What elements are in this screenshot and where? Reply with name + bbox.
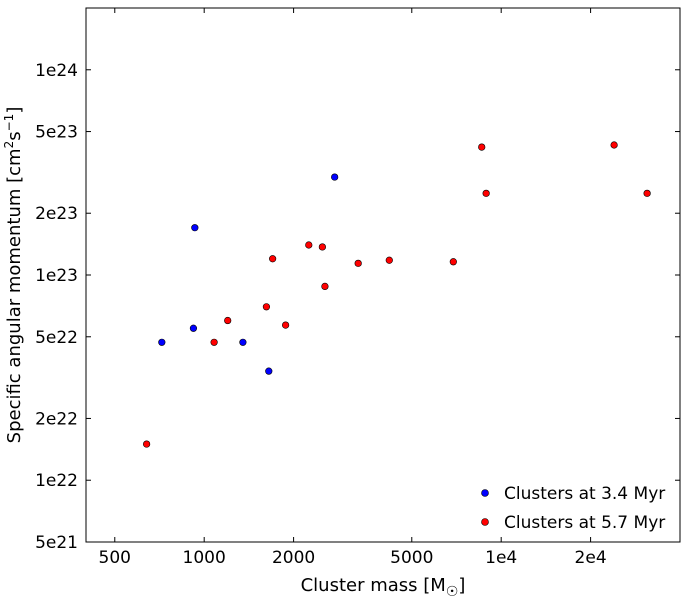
point-series2-11 bbox=[385, 256, 393, 264]
point-series2-16 bbox=[643, 189, 651, 197]
x-tick-label-500: 500 bbox=[99, 548, 131, 568]
point-series2-1 bbox=[143, 440, 151, 448]
point-series1-3 bbox=[191, 224, 199, 232]
x-tick-label-1000: 1000 bbox=[183, 548, 226, 568]
point-series2-15 bbox=[610, 141, 618, 149]
legend-label-3-4-myr: Clusters at 3.4 Myr bbox=[504, 484, 665, 504]
y-tick-label-2e22: 2e22 bbox=[35, 409, 78, 429]
point-series2-6 bbox=[282, 321, 290, 329]
y-tick-label-5e22: 5e22 bbox=[35, 328, 78, 348]
point-series2-7 bbox=[305, 241, 313, 249]
legend-marker-5-7-myr bbox=[481, 518, 489, 526]
point-series1-5 bbox=[265, 367, 273, 375]
x-tick-label-1e4: 1e4 bbox=[485, 548, 517, 568]
point-series1-6 bbox=[331, 173, 339, 181]
point-series2-14 bbox=[482, 189, 490, 197]
legend-label-5-7-myr: Clusters at 5.7 Myr bbox=[504, 513, 665, 533]
point-series1-4 bbox=[239, 338, 247, 346]
point-series2-8 bbox=[318, 243, 326, 251]
point-series2-12 bbox=[449, 258, 457, 266]
y-tick-label-2e23: 2e23 bbox=[35, 204, 78, 224]
y-tick-label-5e23: 5e23 bbox=[35, 123, 78, 143]
y-tick-label-5e21: 5e21 bbox=[35, 533, 78, 553]
x-axis: 500 1000 2000 5000 1e4 2e4 bbox=[99, 8, 607, 568]
point-series2-10 bbox=[354, 259, 362, 267]
y-tick-label-1e22: 1e22 bbox=[35, 471, 78, 491]
y-tick-label-1e24: 1e24 bbox=[35, 61, 78, 81]
legend-marker-3-4-myr bbox=[481, 489, 489, 497]
series-clusters-at-5-7-myr bbox=[143, 141, 651, 448]
legend-item-3-4-myr: Clusters at 3.4 Myr bbox=[481, 484, 665, 504]
point-series2-3 bbox=[224, 316, 232, 325]
y-axis: 5e21 1e22 2e22 5e22 1e23 2e23 5e23 1e24 bbox=[35, 61, 680, 553]
series-clusters-at-3-4-myr bbox=[158, 173, 339, 375]
point-series1-2 bbox=[189, 324, 198, 332]
x-tick-label-2000: 2000 bbox=[272, 548, 315, 568]
point-series1-1 bbox=[158, 338, 166, 346]
point-series2-5 bbox=[269, 255, 277, 263]
data-points bbox=[143, 141, 651, 448]
point-series2-9 bbox=[321, 282, 329, 290]
legend-item-5-7-myr: Clusters at 5.7 Myr bbox=[481, 513, 665, 533]
point-series2-2 bbox=[210, 338, 218, 346]
x-tick-label-5000: 5000 bbox=[390, 548, 433, 568]
x-tick-label-2e4: 2e4 bbox=[575, 548, 607, 568]
legend: Clusters at 3.4 Myr Clusters at 5.7 Myr bbox=[481, 484, 665, 533]
y-tick-label-1e23: 1e23 bbox=[35, 266, 78, 286]
point-series2-4 bbox=[262, 303, 271, 311]
y-axis-title: Specific angular momentum [cm2s−1] bbox=[2, 107, 25, 444]
plot-frame bbox=[85, 7, 681, 543]
x-axis-title: Cluster mass [M☉] bbox=[301, 575, 466, 600]
point-series2-13 bbox=[478, 143, 486, 151]
